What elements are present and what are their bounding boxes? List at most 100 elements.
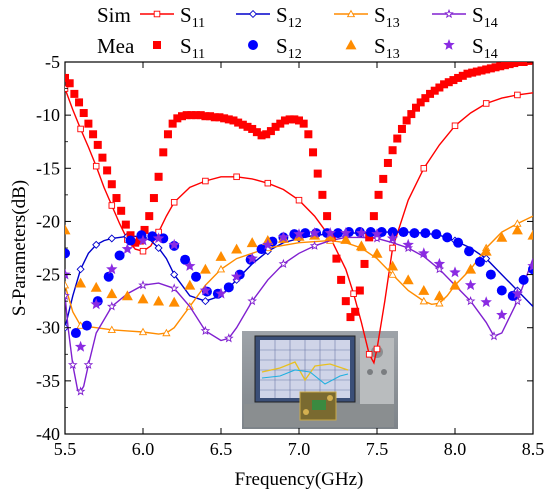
mea-s14-point <box>184 260 196 271</box>
mea-s12-point <box>70 328 81 339</box>
mea-s11-point <box>397 124 406 133</box>
mea-s13-point <box>496 231 508 242</box>
mea-s14-point <box>449 266 461 278</box>
sim-s11-point <box>77 125 84 133</box>
mea-s13-point <box>324 230 336 241</box>
mea-s11-point <box>496 62 505 71</box>
sim-s14-point <box>169 283 180 293</box>
sim-s11-point <box>233 173 240 181</box>
sim-s12-point <box>92 240 101 249</box>
legend-sim-marker <box>248 9 258 19</box>
mea-s11-point <box>388 146 397 155</box>
mea-s11-point <box>140 225 149 234</box>
sim-s12-point <box>107 234 116 243</box>
sim-s11-point <box>139 247 147 255</box>
mea-s11-point <box>383 158 392 167</box>
sim-s11-point <box>389 244 396 252</box>
legend-sim-marker <box>346 9 356 18</box>
sim-s11-point <box>264 179 272 187</box>
mea-s11-point <box>346 313 355 322</box>
legend: Sim Mea S11 S11 S12 S12 S13 S13 S14 S14 <box>97 3 498 62</box>
axes: 5.5 6.0 6.5 7.0 7.5 8.0 8.5 -5 -10 -15 -20 -25 -30 -3… <box>36 52 544 459</box>
sim-s13-point <box>138 327 148 336</box>
mea-s11-point <box>355 286 364 295</box>
sim-s13-point <box>65 280 70 289</box>
mea-s11-point <box>98 153 107 162</box>
sim-s14-point <box>309 240 320 250</box>
x-tick-label: 7.5 <box>366 439 389 459</box>
mea-s11-series <box>65 62 533 322</box>
mea-s12-point <box>442 232 453 243</box>
mea-s12-point <box>464 246 475 257</box>
mea-s13-point <box>355 240 367 251</box>
mea-s13-point <box>137 293 149 304</box>
mea-s13-point <box>340 233 352 244</box>
mea-s11-point <box>519 62 528 66</box>
mea-s13-point <box>184 279 196 290</box>
mea-s11-point <box>168 119 177 128</box>
mea-s11-point <box>107 180 116 189</box>
mea-s11-point <box>252 128 261 137</box>
mea-s13-point <box>153 295 165 306</box>
sim-s11-point <box>92 162 100 170</box>
sim-s11-point <box>482 100 490 107</box>
mea-s12-point <box>103 271 114 282</box>
sim-s11-point <box>170 199 178 206</box>
sim-s13-point <box>388 270 397 278</box>
mea-s13-point <box>90 281 102 292</box>
mea-s11-point <box>173 114 182 123</box>
mea-s11-point <box>369 212 378 221</box>
mea-s12-point <box>420 228 431 239</box>
mea-s13-point <box>65 224 71 235</box>
mea-s13-point <box>75 277 87 288</box>
mea-s11-point <box>332 254 341 263</box>
mea-s11-point <box>84 119 93 128</box>
mea-s11-point <box>206 112 215 121</box>
sim-s14-point <box>489 331 499 341</box>
mea-s12-point <box>114 250 125 261</box>
mea-s11-point <box>182 111 191 120</box>
mea-s13-point <box>480 245 492 256</box>
legend-mea-entry: S12 <box>276 34 302 62</box>
sim-s12-point <box>154 243 163 253</box>
mea-s11-point <box>500 62 509 70</box>
sim-s11-point <box>350 290 357 297</box>
sim-s14-point <box>200 325 211 336</box>
mea-s11-point <box>435 83 444 92</box>
mea-s11-point <box>290 115 299 124</box>
mea-s11-point <box>159 148 168 157</box>
sim-s13-point <box>107 325 116 334</box>
x-tick-label: 6.5 <box>210 439 233 459</box>
y-tick-label: -30 <box>36 318 60 338</box>
mea-s13-point <box>433 290 445 301</box>
legend-mea-marker <box>153 41 161 49</box>
mea-s14-point <box>199 284 212 296</box>
mea-s13-point <box>215 251 227 261</box>
sim-s14-point <box>65 290 70 300</box>
mea-s11-point <box>243 122 252 131</box>
legend-mea-label: Mea <box>97 34 135 58</box>
mea-s11-point <box>201 112 210 121</box>
sim-s12-point <box>170 270 179 279</box>
legend-sim-entry: S13 <box>374 3 400 31</box>
mea-s13-point <box>402 274 414 285</box>
sim-s11-point <box>108 202 116 209</box>
mea-s12-point <box>453 237 464 248</box>
mea-s11-point <box>472 67 481 76</box>
mea-s13-point <box>511 224 523 235</box>
mea-s11-point <box>229 116 238 125</box>
mea-s11-point <box>276 119 285 128</box>
mea-s11-point <box>238 120 247 129</box>
mea-s11-point <box>323 212 332 221</box>
sim-s14-point <box>247 295 258 306</box>
measured-points <box>65 62 533 352</box>
x-tick-label: 8.0 <box>444 439 467 459</box>
mea-s11-point <box>178 112 186 121</box>
mea-s11-point <box>103 166 112 175</box>
legend-mea-marker <box>248 40 258 50</box>
mea-s14-point <box>246 252 258 264</box>
mea-s11-point <box>93 140 102 149</box>
sim-s11-point <box>295 196 303 204</box>
mea-s11-point <box>430 86 439 95</box>
mea-s11-point <box>454 73 463 82</box>
